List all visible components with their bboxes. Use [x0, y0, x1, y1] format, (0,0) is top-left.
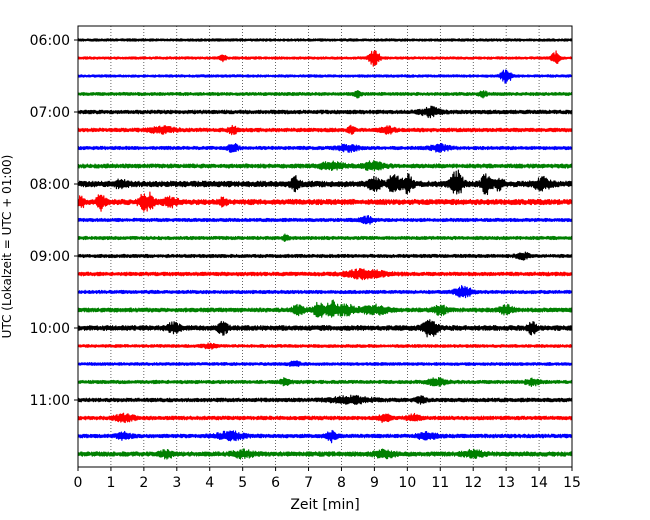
trace-row-1 — [77, 50, 573, 67]
trace-row-16 — [77, 319, 573, 338]
seismic-traces — [77, 38, 573, 460]
trace-row-6 — [77, 142, 573, 153]
x-tick-label: 1 — [106, 475, 115, 491]
x-axis-label: Zeit [min] — [290, 497, 359, 513]
x-tick-label: 11 — [431, 475, 449, 491]
trace-row-4 — [77, 105, 573, 119]
y-tick-label: 06:00 — [30, 33, 70, 49]
trace-row-3 — [77, 90, 573, 99]
x-tick-label: 6 — [271, 475, 280, 491]
trace-row-8 — [77, 169, 573, 196]
trace-row-2 — [77, 69, 573, 84]
x-tick-label: 0 — [74, 475, 83, 491]
x-tick-label: 5 — [238, 475, 247, 491]
trace-row-7 — [77, 159, 573, 172]
y-tick-label: 08:00 — [30, 177, 70, 193]
trace-row-22 — [77, 429, 573, 444]
y-axis-label: UTC (Lokalzeit = UTC + 01:00) — [0, 155, 14, 339]
plot-frame — [77, 25, 573, 468]
trace-row-23 — [77, 448, 573, 460]
x-tick-label: 7 — [304, 475, 313, 491]
trace-row-13 — [77, 268, 573, 281]
x-tick-label: 9 — [370, 475, 379, 491]
trace-row-9 — [77, 191, 573, 212]
y-tick-label: 09:00 — [30, 249, 70, 265]
x-tick-label: 14 — [530, 475, 548, 491]
trace-row-10 — [77, 215, 573, 225]
x-tick-label: 2 — [139, 475, 148, 491]
y-axis-ticks: 06:00 07:00 08:00 09:00 10:00 11:00 — [30, 33, 78, 409]
x-axis-ticks: 0 1 2 3 4 5 6 7 8 9 10 11 12 13 14 15 — [74, 467, 581, 491]
x-tick-label: 3 — [172, 475, 181, 491]
trace-row-11 — [77, 233, 573, 242]
x-tick-label: 4 — [205, 475, 214, 491]
x-tick-label: 12 — [464, 475, 482, 491]
trace-row-5 — [77, 124, 573, 136]
x-tick-label: 13 — [497, 475, 515, 491]
y-tick-label: 10:00 — [30, 321, 70, 337]
trace-row-12 — [77, 251, 573, 261]
trace-row-14 — [77, 285, 573, 299]
trace-row-20 — [77, 394, 573, 405]
trace-row-21 — [77, 412, 573, 424]
y-tick-label: 07:00 — [30, 105, 70, 121]
trace-row-19 — [77, 376, 573, 388]
x-tick-label: 15 — [563, 475, 581, 491]
y-tick-label: 11:00 — [30, 393, 70, 409]
trace-row-18 — [77, 360, 573, 367]
x-tick-label: 10 — [398, 475, 416, 491]
x-tick-label: 8 — [337, 475, 346, 491]
trace-row-0 — [77, 38, 573, 42]
trace-row-17 — [77, 342, 573, 350]
trace-row-15 — [77, 299, 573, 318]
